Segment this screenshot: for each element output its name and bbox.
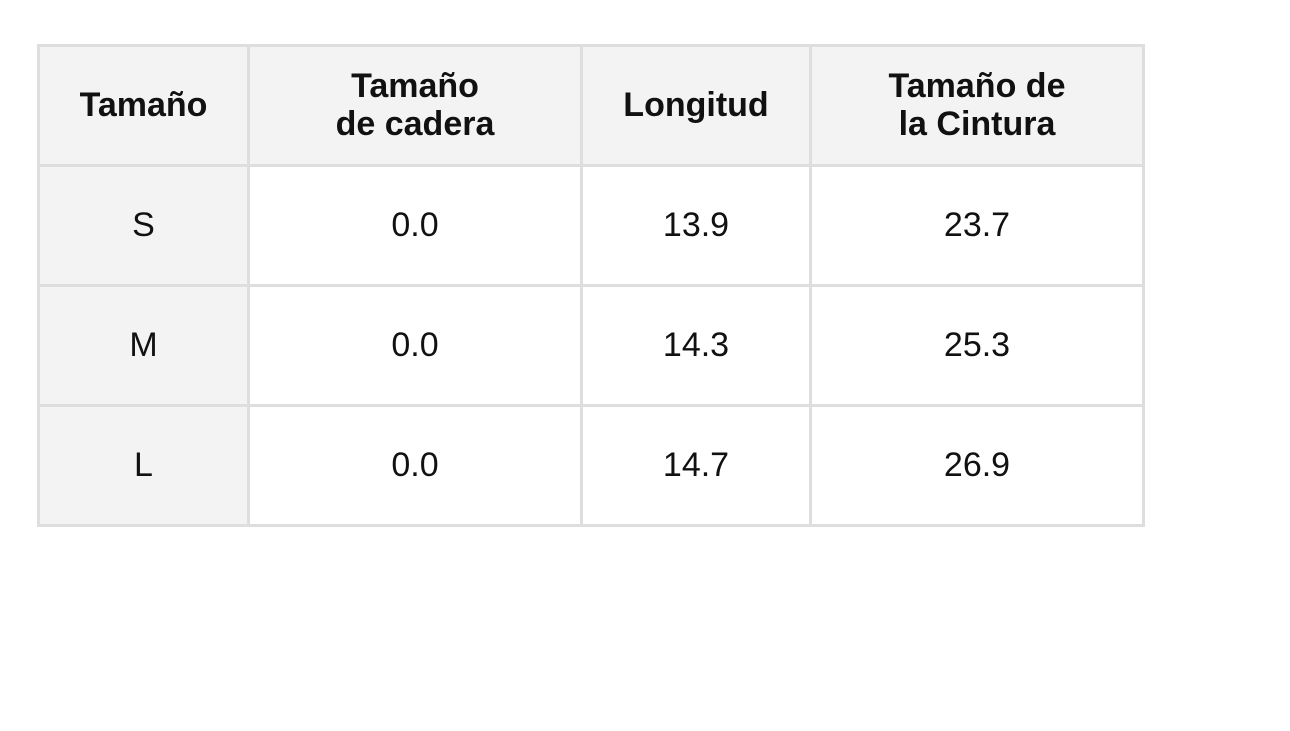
value-cell: 23.7 xyxy=(809,164,1145,287)
table-head: Tamaño Tamaño de cadera Longitud Tamaño de … xyxy=(37,44,1145,167)
value-cell: 26.9 xyxy=(809,404,1145,527)
value-cell: 14.7 xyxy=(580,404,812,527)
table-row: L 0.0 14.7 26.9 xyxy=(37,404,1145,527)
size-cell: M xyxy=(37,284,250,407)
value-cell: 0.0 xyxy=(247,404,583,527)
header-cell: Tamaño de cadera xyxy=(247,44,583,167)
table-row: M 0.0 14.3 25.3 xyxy=(37,284,1145,407)
header-cell: Tamaño de la Cintura xyxy=(809,44,1145,167)
header-cell: Longitud xyxy=(580,44,812,167)
value-cell: 13.9 xyxy=(580,164,812,287)
value-cell: 0.0 xyxy=(247,284,583,407)
size-cell: L xyxy=(37,404,250,527)
value-cell: 14.3 xyxy=(580,284,812,407)
size-table: Tamaño Tamaño de cadera Longitud Tamaño de … xyxy=(37,44,1145,527)
size-cell: S xyxy=(37,164,250,287)
header-row: Tamaño Tamaño de cadera Longitud Tamaño de … xyxy=(37,44,1145,167)
table-row: S 0.0 13.9 23.7 xyxy=(37,164,1145,287)
table-body: S 0.0 13.9 23.7 M 0.0 14.3 25.3 L 0.0 14.7 26.9 xyxy=(37,164,1145,527)
value-cell: 0.0 xyxy=(247,164,583,287)
header-cell: Tamaño xyxy=(37,44,250,167)
value-cell: 25.3 xyxy=(809,284,1145,407)
